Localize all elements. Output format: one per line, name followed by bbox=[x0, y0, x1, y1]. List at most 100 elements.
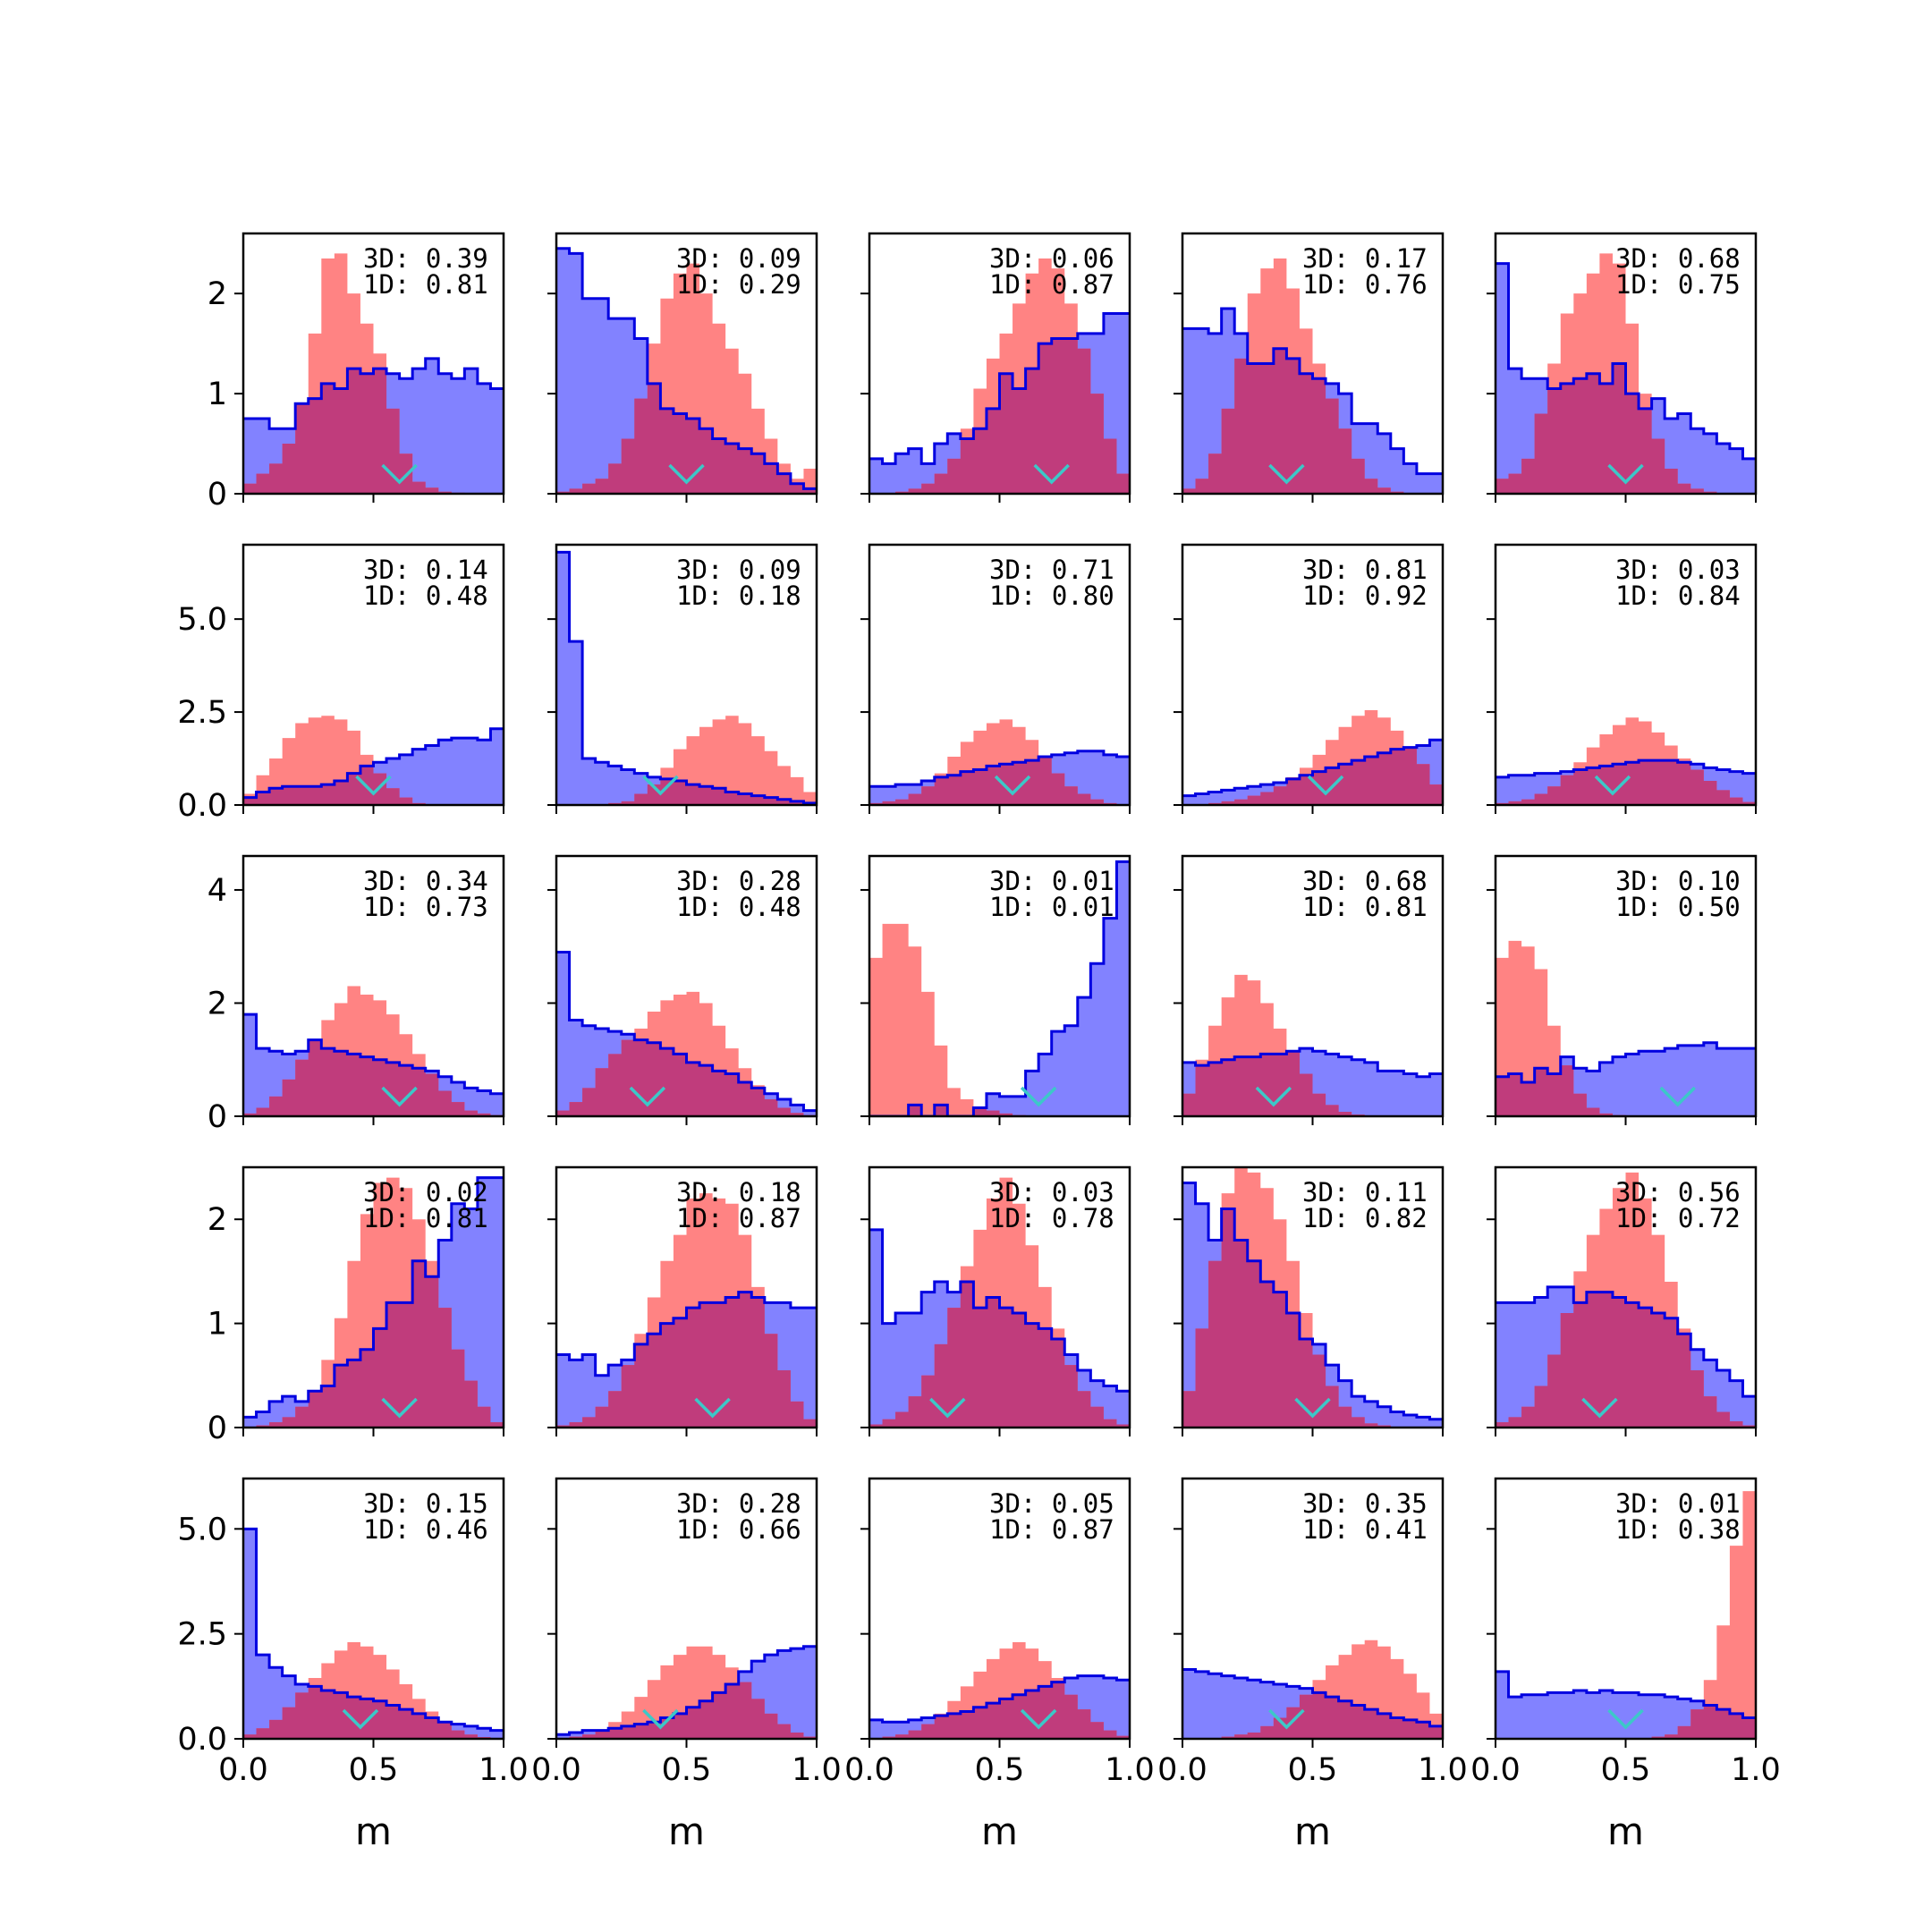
plot-area bbox=[869, 258, 1130, 494]
blue-histogram-step bbox=[869, 750, 1130, 788]
label-3d: 3D: 0.35 bbox=[1302, 1488, 1428, 1519]
marker-caret bbox=[642, 1708, 679, 1730]
overlap-fill bbox=[1182, 348, 1443, 494]
x-tick-label: 1.0 bbox=[1418, 1752, 1468, 1788]
x-tick-label: 0.5 bbox=[1288, 1752, 1338, 1788]
x-tick-label: 1.0 bbox=[1105, 1752, 1155, 1788]
blue-histogram-step bbox=[1182, 1668, 1443, 1728]
plot-area bbox=[1182, 1640, 1443, 1739]
overlap-fill bbox=[556, 383, 817, 494]
x-axis-label: m bbox=[1607, 1809, 1644, 1853]
marker-caret bbox=[1594, 775, 1631, 796]
label-3d: 3D: 0.03 bbox=[1615, 555, 1741, 585]
overlap-fill bbox=[1496, 1292, 1756, 1428]
blue-histogram-step bbox=[1496, 262, 1756, 461]
y-tick-label: 4 bbox=[208, 873, 227, 909]
overlap-fill bbox=[1496, 760, 1756, 805]
marker-caret bbox=[1268, 1708, 1305, 1730]
label-1d: 1D: 0.92 bbox=[1302, 580, 1428, 611]
blue-histogram-step bbox=[243, 1527, 504, 1733]
label-1d: 1D: 0.50 bbox=[1615, 892, 1741, 922]
label-1d: 1D: 0.41 bbox=[1302, 1514, 1428, 1545]
x-axis-label: m bbox=[668, 1809, 705, 1853]
label-1d: 1D: 0.18 bbox=[676, 580, 801, 611]
overlap-fill bbox=[243, 766, 504, 805]
label-1d: 1D: 0.78 bbox=[989, 1203, 1114, 1233]
label-3d: 3D: 0.06 bbox=[989, 243, 1114, 274]
label-1d: 1D: 0.81 bbox=[363, 1203, 488, 1233]
overlap-fill bbox=[556, 778, 817, 805]
red-histogram-fill bbox=[556, 263, 817, 494]
plot-area bbox=[556, 247, 817, 494]
plot-area bbox=[1182, 258, 1443, 494]
blue-histogram-step bbox=[869, 312, 1130, 465]
marker-caret bbox=[642, 775, 679, 796]
y-tick-label: 2.5 bbox=[177, 1617, 227, 1653]
plot-area bbox=[243, 716, 504, 805]
label-3d: 3D: 0.68 bbox=[1302, 866, 1428, 896]
marker-caret bbox=[342, 1708, 379, 1730]
red-histogram-fill bbox=[243, 716, 504, 805]
plot-area bbox=[1182, 709, 1443, 805]
label-1d: 1D: 0.87 bbox=[989, 269, 1114, 300]
label-3d: 3D: 0.34 bbox=[363, 866, 488, 896]
blue-histogram-step bbox=[243, 1013, 504, 1096]
x-tick-label: 1.0 bbox=[1731, 1752, 1781, 1788]
blue-histogram-step bbox=[1182, 1181, 1443, 1421]
marker-caret bbox=[1255, 1086, 1292, 1107]
plot-area bbox=[556, 1645, 817, 1739]
label-3d: 3D: 0.17 bbox=[1302, 243, 1428, 274]
blue-histogram-fill bbox=[869, 861, 1130, 1116]
y-tick-label: 2.5 bbox=[177, 695, 227, 731]
blue-histogram-step bbox=[1496, 758, 1756, 779]
marker-caret bbox=[1607, 1708, 1644, 1730]
overlap-fill bbox=[1182, 1051, 1443, 1116]
y-tick-label: 2 bbox=[208, 986, 227, 1021]
marker-caret bbox=[381, 463, 418, 485]
blue-histogram-step bbox=[243, 357, 504, 430]
x-tick-label: 0.0 bbox=[844, 1752, 894, 1788]
blue-histogram-fill bbox=[556, 552, 817, 805]
label-1d: 1D: 0.01 bbox=[989, 892, 1114, 922]
blue-histogram-step bbox=[1496, 1041, 1756, 1084]
blue-histogram-step bbox=[556, 247, 817, 490]
marker-caret bbox=[694, 1397, 731, 1419]
marker-caret bbox=[1020, 1086, 1057, 1107]
label-1d: 1D: 0.84 bbox=[1615, 580, 1741, 611]
marker-caret bbox=[1607, 463, 1644, 485]
label-3d: 3D: 0.14 bbox=[363, 555, 488, 585]
overlap-fill bbox=[869, 1282, 1130, 1428]
y-tick-label: 2 bbox=[208, 276, 227, 312]
overlap-fill bbox=[243, 1039, 504, 1116]
plot-area bbox=[1496, 940, 1756, 1116]
marker-caret bbox=[1659, 1086, 1696, 1107]
overlap-fill bbox=[1182, 1208, 1443, 1428]
marker-caret bbox=[1581, 1397, 1618, 1419]
blue-histogram-step bbox=[1182, 738, 1443, 798]
x-tick-label: 0.5 bbox=[349, 1752, 399, 1788]
x-axis-label: m bbox=[355, 1809, 392, 1853]
plot-area bbox=[243, 1527, 504, 1739]
blue-histogram-step bbox=[556, 1291, 817, 1377]
plot-area bbox=[869, 1642, 1130, 1739]
label-1d: 1D: 0.48 bbox=[676, 892, 801, 922]
blue-histogram-step bbox=[1182, 307, 1443, 476]
plot-area bbox=[1496, 253, 1756, 494]
blue-histogram-step bbox=[869, 860, 1130, 1116]
marker-caret bbox=[929, 1397, 966, 1419]
label-3d: 3D: 0.39 bbox=[363, 243, 488, 274]
x-tick-label: 0.0 bbox=[1470, 1752, 1521, 1788]
plot-area bbox=[869, 719, 1130, 805]
